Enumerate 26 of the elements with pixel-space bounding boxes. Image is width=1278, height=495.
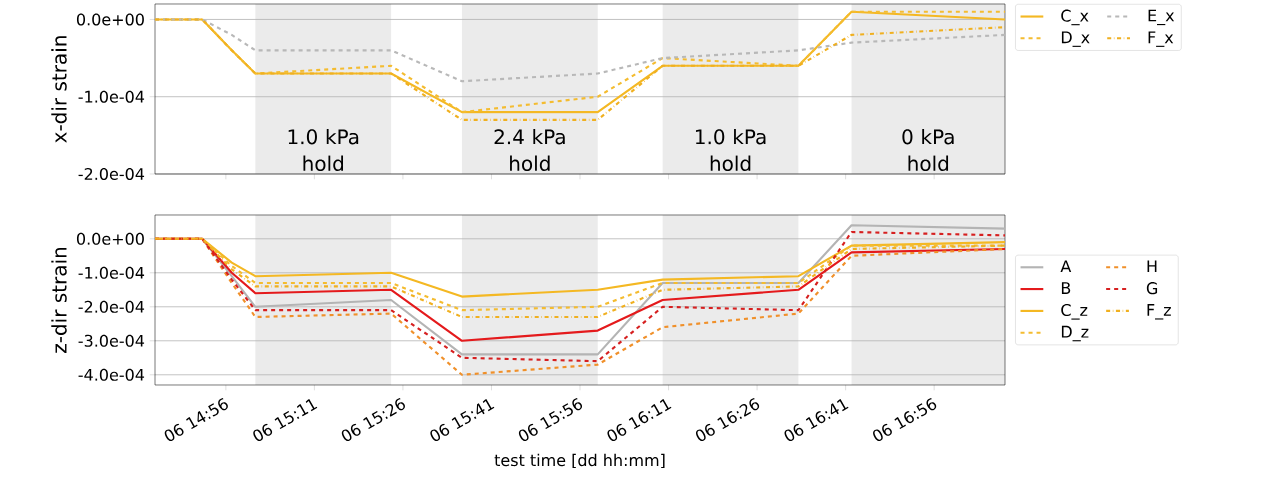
legend-label: G: [1146, 282, 1158, 295]
band-label: 2.4 kPa hold: [494, 128, 565, 172]
y-axis-title: z-dir strain: [51, 247, 67, 353]
legend-label: F_x: [1148, 31, 1174, 47]
y-tick-label: 0.0e+00: [76, 13, 144, 26]
legend-label: A: [1060, 260, 1072, 273]
y-tick-label: -2.0e-04: [78, 167, 145, 181]
band-label: 1.0 kPa hold: [695, 128, 766, 172]
y-tick-label: -4.0e-04: [78, 368, 145, 381]
band-label: 0 kPa hold: [902, 128, 954, 172]
legend-label: C_z: [1061, 303, 1088, 320]
y-tick-label: 0.0e+00: [76, 232, 144, 245]
legend-label: E_x: [1148, 9, 1175, 26]
y-axis-title: x-dir strain: [51, 36, 67, 143]
legend-label: D_x: [1061, 31, 1090, 47]
legend-label: C_x: [1061, 9, 1089, 26]
y-tick-label: -2.0e-04: [78, 300, 145, 313]
x-axis-title: test time [dd hh:mm]: [494, 453, 665, 469]
y-tick-label: -3.0e-04: [78, 334, 145, 347]
legend-label: F_z: [1147, 304, 1171, 320]
band-label: 1.0 kPa hold: [288, 128, 359, 172]
y-tick-label: -1.0e-04: [78, 90, 145, 103]
legend-label: H: [1147, 260, 1157, 273]
legend-label: D_z: [1061, 325, 1089, 342]
y-tick-label: -1.0e-04: [78, 266, 145, 279]
legend-label: B: [1061, 282, 1071, 294]
